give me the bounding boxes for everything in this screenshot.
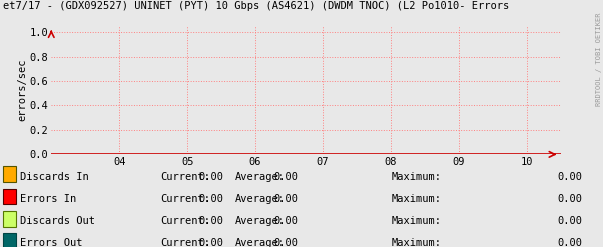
Text: 0.00: 0.00 — [274, 216, 298, 226]
Text: Average:: Average: — [235, 172, 285, 182]
Text: 0.00: 0.00 — [557, 194, 582, 204]
Text: Maximum:: Maximum: — [392, 216, 442, 226]
Text: et7/17 - (GDX092527) UNINET (PYT) 10 Gbps (AS4621) (DWDM TNOC) (L2 Po1010- Error: et7/17 - (GDX092527) UNINET (PYT) 10 Gbp… — [3, 1, 510, 11]
Text: Discards In: Discards In — [20, 172, 89, 182]
Text: Current:: Current: — [160, 172, 210, 182]
Text: 0.00: 0.00 — [198, 216, 223, 226]
Text: Discards Out: Discards Out — [20, 216, 95, 226]
Text: Average:: Average: — [235, 194, 285, 204]
Text: Average:: Average: — [235, 216, 285, 226]
Text: 0.00: 0.00 — [198, 194, 223, 204]
Text: Maximum:: Maximum: — [392, 172, 442, 182]
Text: 0.00: 0.00 — [274, 238, 298, 247]
Text: Maximum:: Maximum: — [392, 194, 442, 204]
Text: Errors Out: Errors Out — [20, 238, 83, 247]
Text: 0.00: 0.00 — [198, 238, 223, 247]
Text: Current:: Current: — [160, 194, 210, 204]
Y-axis label: errors/sec: errors/sec — [17, 59, 27, 122]
Text: Maximum:: Maximum: — [392, 238, 442, 247]
Text: 0.00: 0.00 — [274, 194, 298, 204]
Text: Average:: Average: — [235, 238, 285, 247]
Text: 0.00: 0.00 — [274, 172, 298, 182]
Text: Errors In: Errors In — [20, 194, 76, 204]
Text: Current:: Current: — [160, 216, 210, 226]
Text: RRDTOOL / TOBI OETIKER: RRDTOOL / TOBI OETIKER — [596, 12, 602, 106]
Text: Current:: Current: — [160, 238, 210, 247]
Text: 0.00: 0.00 — [198, 172, 223, 182]
Text: 0.00: 0.00 — [557, 238, 582, 247]
Text: 0.00: 0.00 — [557, 216, 582, 226]
Text: 0.00: 0.00 — [557, 172, 582, 182]
